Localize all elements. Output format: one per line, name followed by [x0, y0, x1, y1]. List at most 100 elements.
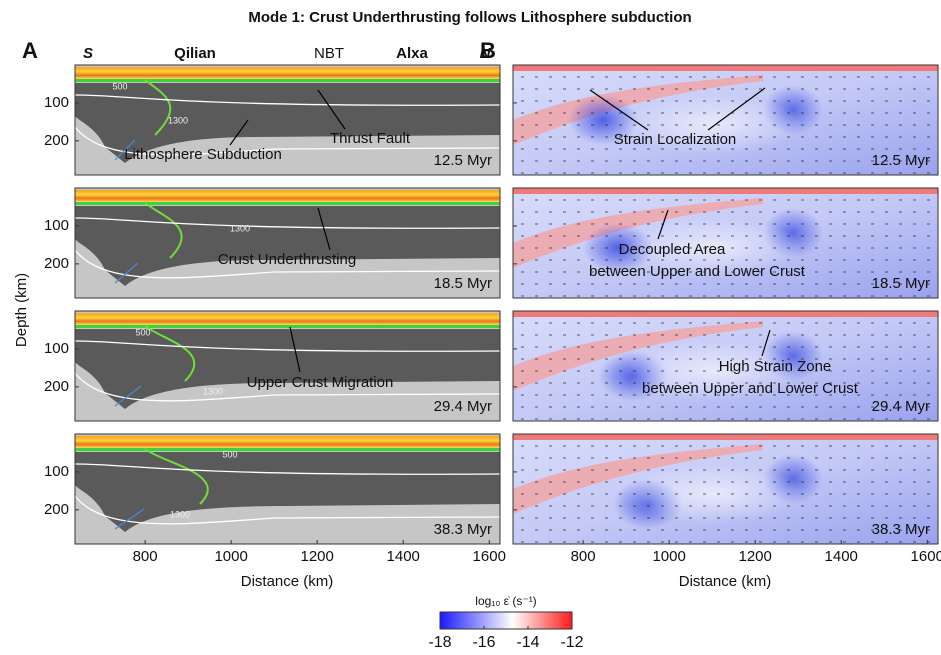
colorbar-tick-label: -12 [560, 634, 583, 651]
contour [74, 463, 501, 475]
y-tick-label: 100 [44, 463, 69, 480]
frame [74, 310, 501, 422]
x-tick-label: 800 [571, 548, 596, 565]
crust [75, 67, 500, 79]
contour-label: 500 [112, 81, 127, 91]
y-tick-label: 100 [44, 94, 69, 111]
colorbar-tick-label: -18 [428, 634, 451, 651]
low-strain [568, 95, 638, 145]
strain-panel [512, 433, 939, 545]
region-label: Alxa [396, 45, 428, 62]
leader-line [657, 209, 669, 240]
y-tick-label: 100 [44, 217, 69, 234]
x-tick-label: 1600 [911, 548, 941, 565]
lower-crust [75, 79, 500, 82]
contour [74, 340, 501, 352]
x-tick-label: 1600 [473, 548, 506, 565]
contour-label: 500 [222, 449, 237, 459]
strain-panel [512, 64, 939, 176]
time-label: 29.4 Myr [434, 398, 492, 415]
time-label: 38.3 Myr [434, 521, 492, 538]
slab [144, 448, 209, 505]
time-label: 12.5 Myr [434, 152, 492, 169]
leader-line [761, 329, 771, 357]
leader-line [289, 326, 301, 373]
model-panel [74, 310, 501, 422]
slab-trace [114, 385, 142, 407]
lithosphere [75, 452, 500, 532]
annotation: Thrust Fault [330, 130, 411, 147]
colorbar-tick-label: -14 [516, 634, 539, 651]
lower-crust [75, 325, 500, 328]
x-tick-label: 1200 [300, 548, 333, 565]
colorbar-label: log₁₀ ε̇ (s⁻¹) [475, 594, 536, 608]
time-label: 18.5 Myr [434, 275, 492, 292]
lower-crust [75, 448, 500, 451]
high-strain [513, 75, 763, 145]
x-tick-label: 1000 [214, 548, 247, 565]
contour [74, 94, 501, 106]
x-tick-label: 1000 [652, 548, 685, 565]
leader-line [589, 89, 649, 131]
contour [74, 217, 501, 229]
white-zone [623, 95, 803, 155]
x-tick-label: 1200 [738, 548, 771, 565]
surface-strain [513, 434, 938, 440]
y-tick-label: 200 [44, 255, 69, 272]
leader-line [317, 89, 346, 130]
slab [144, 325, 196, 382]
leader-line [707, 87, 766, 131]
frame [512, 310, 939, 422]
high-strain [513, 444, 763, 514]
panel-label: A [22, 38, 38, 63]
frame [512, 187, 939, 299]
model-panel [74, 433, 501, 545]
frame [512, 433, 939, 545]
high-strain [513, 198, 763, 268]
colorbar-tick-label: -16 [472, 634, 495, 651]
y-tick-label: 200 [44, 378, 69, 395]
surface-strain [513, 311, 938, 317]
y-axis-label: Depth (km) [13, 273, 30, 347]
slab [144, 202, 183, 259]
x-axis-label: Distance (km) [679, 573, 772, 590]
contour [74, 495, 501, 525]
crust [75, 436, 500, 448]
time-label: 29.4 Myr [872, 398, 930, 415]
frame [74, 433, 501, 545]
surface-strain [513, 188, 938, 194]
annotation: Crust Underthrusting [218, 251, 356, 268]
time-label: 18.5 Myr [872, 275, 930, 292]
annotation: between Upper and Lower Crust [642, 380, 859, 397]
contour-label: 1300 [168, 115, 188, 125]
white-zone [623, 218, 803, 278]
slab-trace [114, 139, 136, 161]
slab [144, 79, 172, 136]
colorbar [439, 611, 573, 630]
crust [75, 190, 500, 202]
surface-strain [513, 65, 938, 71]
annotation: Strain Localization [614, 131, 737, 148]
region-label: S [83, 45, 93, 62]
x-tick-label: 1400 [825, 548, 858, 565]
contour-label: 500 [135, 327, 150, 337]
model-panel [74, 64, 501, 176]
leader-line [229, 119, 249, 146]
slab-trace [114, 262, 139, 284]
crust [75, 313, 500, 325]
lower-crust [75, 202, 500, 205]
x-tick-label: 800 [133, 548, 158, 565]
annotation: Upper Crust Migration [247, 374, 394, 391]
contour-label: 1300 [203, 386, 223, 396]
time-label: 12.5 Myr [872, 152, 930, 169]
frame [74, 64, 501, 176]
leader-line [317, 207, 331, 251]
strain-panel [512, 310, 939, 422]
high-strain [513, 321, 763, 391]
contour [74, 126, 501, 156]
annotation: Lithosphere Subduction [124, 146, 282, 163]
y-tick-label: 200 [44, 132, 69, 149]
frame [512, 64, 939, 176]
model-panel [74, 187, 501, 299]
